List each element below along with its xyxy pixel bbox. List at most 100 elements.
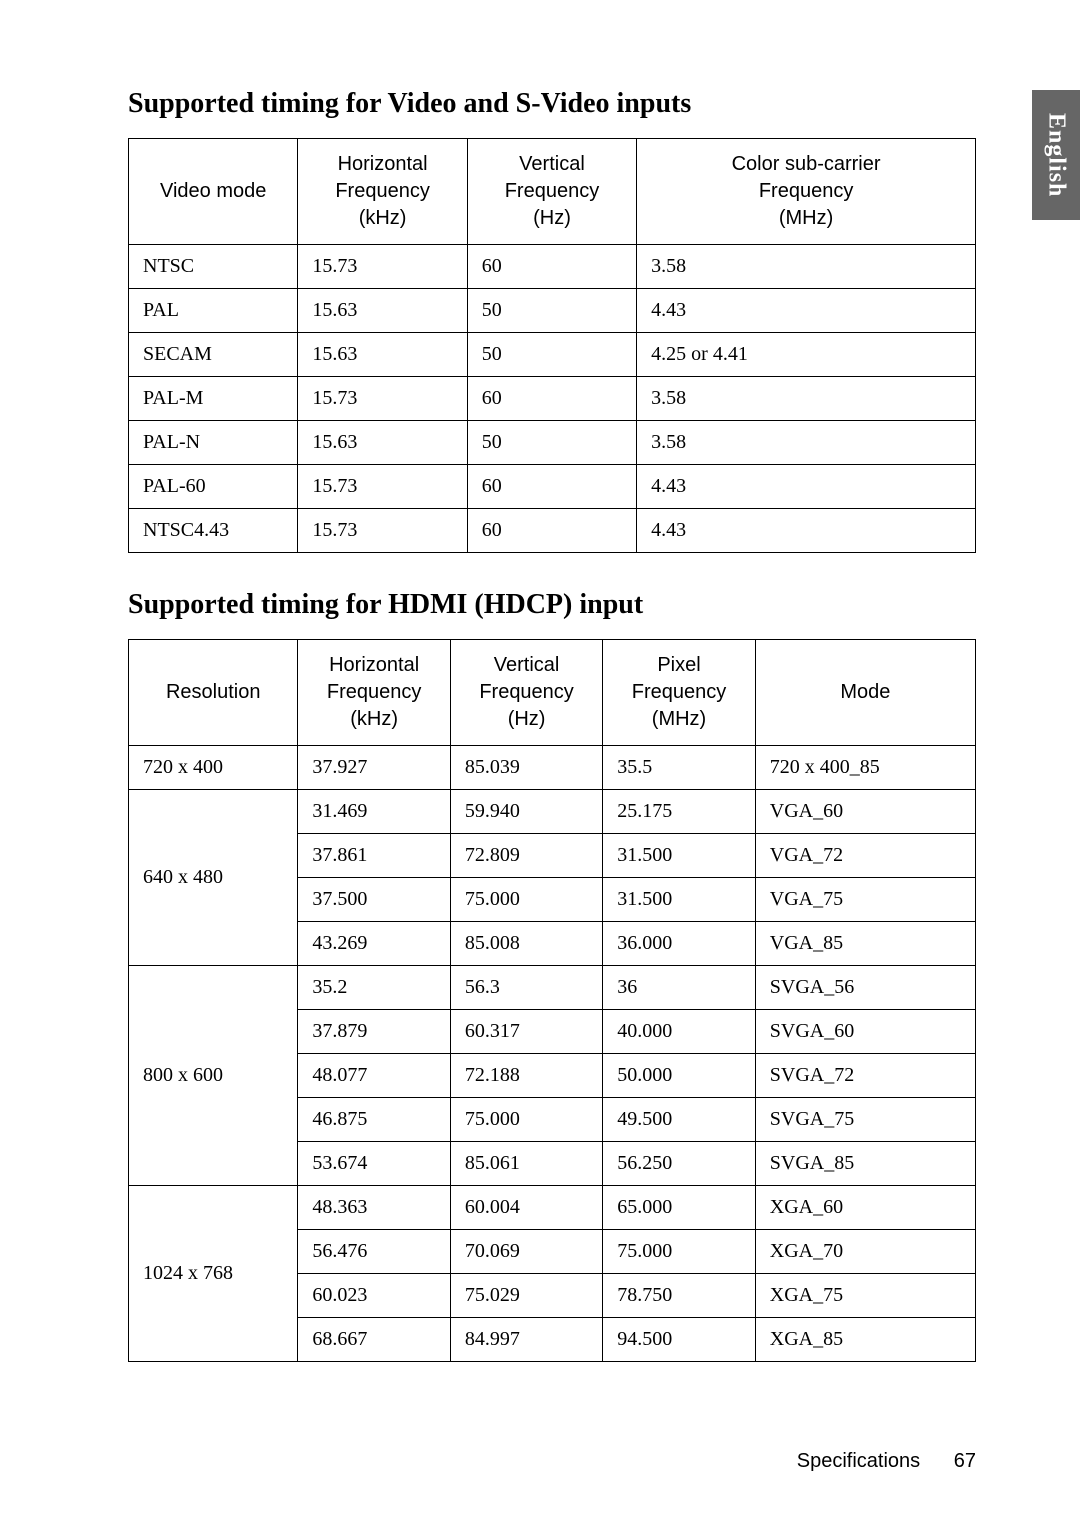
table-cell: PAL-M bbox=[129, 377, 298, 421]
table-row: NTSC15.73603.58 bbox=[129, 245, 976, 289]
table-cell: 85.061 bbox=[450, 1142, 602, 1186]
table-cell: SVGA_75 bbox=[755, 1098, 975, 1142]
table-cell: 72.809 bbox=[450, 834, 602, 878]
table-cell: 50 bbox=[467, 333, 636, 377]
table-cell: 60 bbox=[467, 245, 636, 289]
footer-page-number: 67 bbox=[954, 1450, 976, 1472]
table-cell: 37.879 bbox=[298, 1010, 450, 1054]
col-subcarrier: Color sub-carrierFrequency(MHz) bbox=[637, 139, 976, 245]
section2-title: Supported timing for HDMI (HDCP) input bbox=[128, 589, 976, 621]
table-cell: 75.029 bbox=[450, 1274, 602, 1318]
table-cell: PAL-N bbox=[129, 421, 298, 465]
table-cell: VGA_60 bbox=[755, 790, 975, 834]
table-cell: 56.250 bbox=[603, 1142, 755, 1186]
table-cell: 4.25 or 4.41 bbox=[637, 333, 976, 377]
table-cell: 85.008 bbox=[450, 922, 602, 966]
cell-resolution: 640 x 480 bbox=[129, 790, 298, 966]
table-cell: 3.58 bbox=[637, 421, 976, 465]
table-cell: SVGA_56 bbox=[755, 966, 975, 1010]
table-cell: 4.43 bbox=[637, 509, 976, 553]
page-footer: Specifications 67 bbox=[797, 1450, 976, 1473]
table-cell: 85.039 bbox=[450, 746, 602, 790]
section1-title: Supported timing for Video and S-Video i… bbox=[128, 88, 976, 120]
col-hfreq: HorizontalFrequency(kHz) bbox=[298, 139, 467, 245]
table-row: PAL15.63504.43 bbox=[129, 289, 976, 333]
table-cell: 36.000 bbox=[603, 922, 755, 966]
cell-resolution: 1024 x 768 bbox=[129, 1186, 298, 1362]
table-cell: 49.500 bbox=[603, 1098, 755, 1142]
table-cell: NTSC bbox=[129, 245, 298, 289]
table-cell: 68.667 bbox=[298, 1318, 450, 1362]
table-cell: 60 bbox=[467, 377, 636, 421]
table-cell: VGA_75 bbox=[755, 878, 975, 922]
table-cell: 60 bbox=[467, 509, 636, 553]
table-cell: 37.500 bbox=[298, 878, 450, 922]
table-cell: SVGA_72 bbox=[755, 1054, 975, 1098]
table-cell: 31.500 bbox=[603, 834, 755, 878]
col-pixfreq: PixelFrequency(MHz) bbox=[603, 640, 755, 746]
table-cell: 53.674 bbox=[298, 1142, 450, 1186]
table-cell: XGA_70 bbox=[755, 1230, 975, 1274]
table-cell: SVGA_60 bbox=[755, 1010, 975, 1054]
video-svideo-table: Video mode HorizontalFrequency(kHz) Vert… bbox=[128, 138, 976, 553]
col-resolution: Resolution bbox=[129, 640, 298, 746]
table-cell: 50 bbox=[467, 421, 636, 465]
table-cell: XGA_60 bbox=[755, 1186, 975, 1230]
table-cell: 15.63 bbox=[298, 333, 467, 377]
table-cell: 36 bbox=[603, 966, 755, 1010]
table-cell: 94.500 bbox=[603, 1318, 755, 1362]
table-cell: 37.861 bbox=[298, 834, 450, 878]
table-cell: 37.927 bbox=[298, 746, 450, 790]
table-cell: 72.188 bbox=[450, 1054, 602, 1098]
table-cell: 78.750 bbox=[603, 1274, 755, 1318]
table-cell: 48.077 bbox=[298, 1054, 450, 1098]
table-cell: 35.5 bbox=[603, 746, 755, 790]
cell-resolution: 720 x 400 bbox=[129, 746, 298, 790]
table-cell: 31.469 bbox=[298, 790, 450, 834]
col-video-mode: Video mode bbox=[129, 139, 298, 245]
col-mode: Mode bbox=[755, 640, 975, 746]
table-cell: SECAM bbox=[129, 333, 298, 377]
table-row: 1024 x 76848.36360.00465.000XGA_60 bbox=[129, 1186, 976, 1230]
table-cell: 46.875 bbox=[298, 1098, 450, 1142]
table-row: NTSC4.4315.73604.43 bbox=[129, 509, 976, 553]
table-row: PAL-6015.73604.43 bbox=[129, 465, 976, 509]
table-cell: 15.73 bbox=[298, 509, 467, 553]
table-cell: 35.2 bbox=[298, 966, 450, 1010]
table-row: PAL-M15.73603.58 bbox=[129, 377, 976, 421]
table-cell: 4.43 bbox=[637, 289, 976, 333]
table-cell: 56.3 bbox=[450, 966, 602, 1010]
table-row: 640 x 48031.46959.94025.175VGA_60 bbox=[129, 790, 976, 834]
col-vfreq: VerticalFrequency(Hz) bbox=[467, 139, 636, 245]
table-header-row: Resolution HorizontalFrequency(kHz) Vert… bbox=[129, 640, 976, 746]
table-cell: 70.069 bbox=[450, 1230, 602, 1274]
footer-section: Specifications bbox=[797, 1450, 920, 1472]
table-row: PAL-N15.63503.58 bbox=[129, 421, 976, 465]
table-cell: 75.000 bbox=[450, 878, 602, 922]
table-cell: SVGA_85 bbox=[755, 1142, 975, 1186]
table-cell: 3.58 bbox=[637, 377, 976, 421]
table-cell: 65.000 bbox=[603, 1186, 755, 1230]
col-vfreq: VerticalFrequency(Hz) bbox=[450, 640, 602, 746]
table-cell: VGA_72 bbox=[755, 834, 975, 878]
table-cell: 15.73 bbox=[298, 377, 467, 421]
table-cell: 50 bbox=[467, 289, 636, 333]
table-cell: 56.476 bbox=[298, 1230, 450, 1274]
table-cell: 60.317 bbox=[450, 1010, 602, 1054]
table-cell: 60.004 bbox=[450, 1186, 602, 1230]
table-cell: 720 x 400_85 bbox=[755, 746, 975, 790]
col-hfreq: HorizontalFrequency(kHz) bbox=[298, 640, 450, 746]
hdmi-table: Resolution HorizontalFrequency(kHz) Vert… bbox=[128, 639, 976, 1362]
table-cell: 3.58 bbox=[637, 245, 976, 289]
table-cell: 48.363 bbox=[298, 1186, 450, 1230]
table-cell: 15.73 bbox=[298, 245, 467, 289]
table-cell: XGA_75 bbox=[755, 1274, 975, 1318]
table-cell: 40.000 bbox=[603, 1010, 755, 1054]
table-cell: PAL-60 bbox=[129, 465, 298, 509]
table-cell: PAL bbox=[129, 289, 298, 333]
table-cell: 75.000 bbox=[603, 1230, 755, 1274]
language-tab-label: English bbox=[1043, 113, 1070, 197]
table-row: 720 x 40037.92785.03935.5720 x 400_85 bbox=[129, 746, 976, 790]
table-row: 800 x 60035.256.336SVGA_56 bbox=[129, 966, 976, 1010]
table-row: SECAM15.63504.25 or 4.41 bbox=[129, 333, 976, 377]
